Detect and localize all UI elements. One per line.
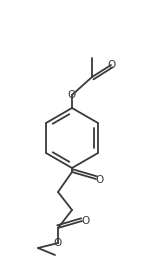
Text: O: O: [53, 238, 61, 248]
Text: O: O: [82, 216, 90, 226]
Text: O: O: [68, 90, 76, 100]
Text: O: O: [108, 60, 116, 70]
Text: O: O: [96, 175, 104, 185]
